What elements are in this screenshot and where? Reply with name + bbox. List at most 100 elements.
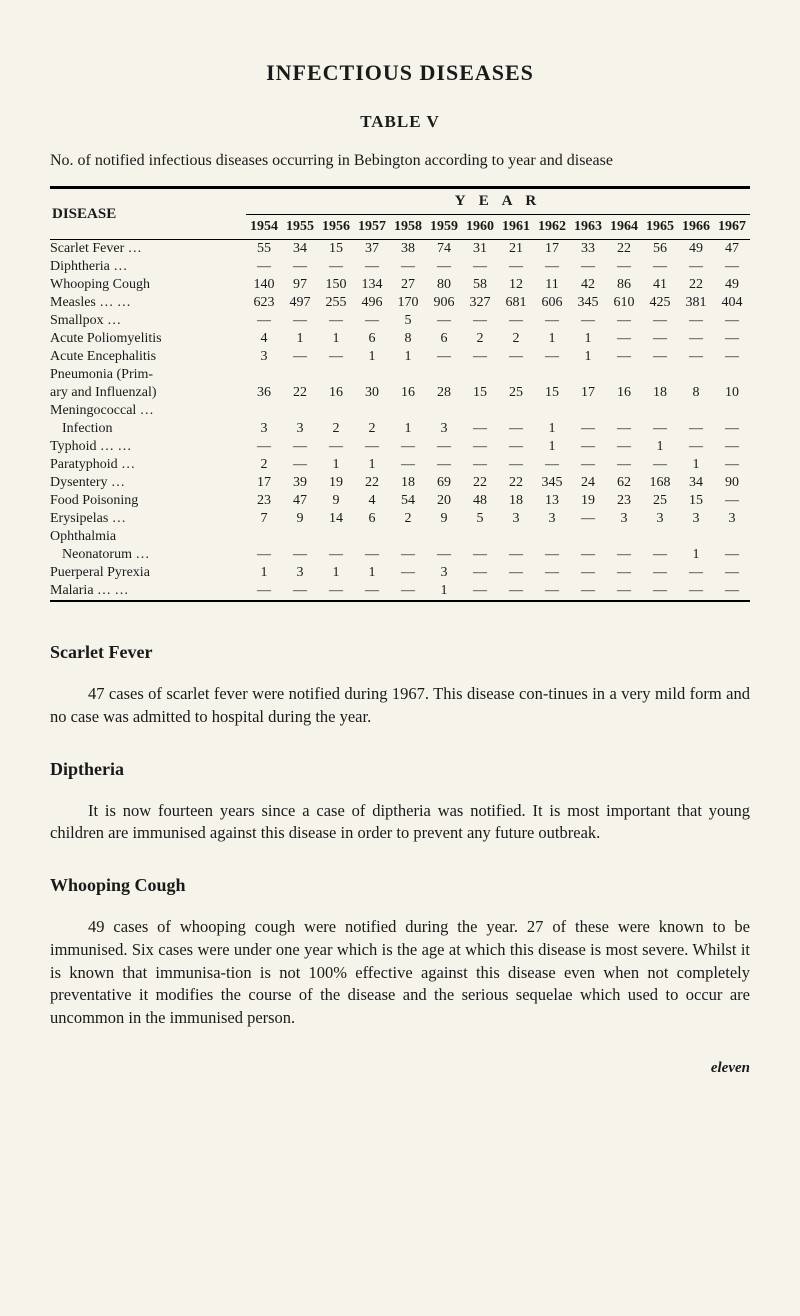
data-cell: — [606,348,642,366]
data-cell: — [714,330,750,348]
data-cell: 28 [426,384,462,402]
disease-name: Whooping Cough [50,276,246,294]
data-cell: 18 [390,474,426,492]
disease-name: Pneumonia (Prim- [50,366,246,384]
data-cell: — [426,312,462,330]
data-cell [426,366,462,384]
disease-name: Typhoid … … [50,438,246,456]
data-cell [246,366,282,384]
data-cell: — [390,582,426,601]
data-cell: 1 [318,330,354,348]
data-cell: 327 [462,294,498,312]
data-cell: 54 [390,492,426,510]
data-cell [426,528,462,546]
data-cell [390,366,426,384]
data-cell: — [606,582,642,601]
data-cell: 18 [498,492,534,510]
disease-name: Paratyphoid … [50,456,246,474]
data-cell: 6 [354,330,390,348]
data-cell: 9 [426,510,462,528]
year-col: 1961 [498,215,534,240]
data-cell: 170 [390,294,426,312]
data-cell [282,402,318,420]
data-cell: 4 [354,492,390,510]
data-cell: 49 [678,240,714,259]
data-cell: 15 [534,384,570,402]
data-cell: — [534,582,570,601]
data-cell [282,366,318,384]
data-cell: — [426,258,462,276]
data-cell: — [462,258,498,276]
disease-name: Scarlet Fever … [50,240,246,259]
data-cell: 3 [642,510,678,528]
data-cell [714,366,750,384]
data-cell: — [462,312,498,330]
data-cell: 7 [246,510,282,528]
data-cell: — [534,258,570,276]
data-cell: — [390,258,426,276]
data-cell: — [318,258,354,276]
data-cell: — [678,438,714,456]
data-cell: — [570,546,606,564]
data-cell: 22 [354,474,390,492]
section-body: 49 cases of whooping cough were notified… [50,916,750,1030]
data-cell: — [354,582,390,601]
disease-name: Meningococcal … [50,402,246,420]
data-cell: — [714,312,750,330]
data-cell: 58 [462,276,498,294]
data-cell: 30 [354,384,390,402]
data-cell [390,528,426,546]
page-title: INFECTIOUS DISEASES [50,60,750,86]
data-cell: — [714,492,750,510]
data-cell: — [390,438,426,456]
disease-name: Acute Encephalitis [50,348,246,366]
data-cell: 33 [570,240,606,259]
data-cell: 3 [714,510,750,528]
page-footer: eleven [50,1060,750,1077]
disease-header: DISEASE [50,188,246,240]
data-cell: 3 [246,420,282,438]
data-cell: 1 [390,348,426,366]
data-cell: 1 [246,564,282,582]
data-cell: 22 [678,276,714,294]
data-cell: — [606,546,642,564]
data-cell [462,528,498,546]
data-cell: 681 [498,294,534,312]
disease-name: Erysipelas … [50,510,246,528]
disease-name: Diphtheria … [50,258,246,276]
data-cell: — [282,438,318,456]
data-cell: — [678,348,714,366]
data-cell [570,402,606,420]
data-cell: — [390,546,426,564]
data-cell: — [498,564,534,582]
data-cell: 62 [606,474,642,492]
data-cell: — [606,420,642,438]
data-cell: 1 [570,348,606,366]
data-cell: 41 [642,276,678,294]
data-cell: 134 [354,276,390,294]
data-cell: 1 [426,582,462,601]
data-cell [678,402,714,420]
data-cell: 2 [354,420,390,438]
year-col: 1954 [246,215,282,240]
data-cell: 90 [714,474,750,492]
year-col: 1962 [534,215,570,240]
data-cell: — [714,258,750,276]
data-cell: — [462,348,498,366]
data-cell: 19 [570,492,606,510]
data-cell [570,528,606,546]
data-cell: 1 [354,564,390,582]
year-col: 1965 [642,215,678,240]
data-cell: 11 [534,276,570,294]
data-cell: 34 [282,240,318,259]
disease-name: Ophthalmia [50,528,246,546]
data-cell: 1 [534,330,570,348]
data-cell: — [354,258,390,276]
data-cell: — [714,456,750,474]
data-cell [606,366,642,384]
data-cell: — [462,438,498,456]
data-cell: 16 [318,384,354,402]
data-cell [318,402,354,420]
data-cell: 1 [318,564,354,582]
data-cell: — [642,330,678,348]
